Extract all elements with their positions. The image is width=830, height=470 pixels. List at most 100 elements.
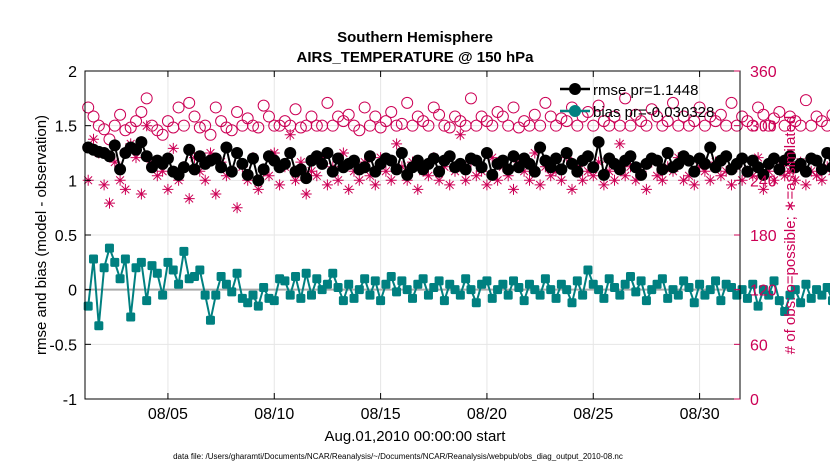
data-point: [209, 152, 222, 165]
data-point: [376, 296, 386, 306]
data-point: [115, 274, 125, 284]
data-point: [418, 274, 428, 284]
x-tick-label: 08/20: [467, 406, 507, 423]
data-point: [215, 161, 228, 174]
y-ticks-right: 0 60 120 180 240 300 360: [734, 64, 777, 409]
data-point: [296, 293, 306, 303]
data-point: [519, 296, 529, 306]
data-point: [205, 147, 216, 159]
data-point: [630, 174, 642, 186]
data-point: [142, 296, 152, 306]
data-point: [136, 257, 146, 267]
data-point: [704, 141, 717, 154]
data-point: [172, 101, 185, 114]
data-point: [370, 276, 380, 286]
data-point: [608, 110, 621, 123]
data-point: [689, 298, 699, 308]
data-point: [528, 165, 541, 178]
data-point: [571, 119, 584, 132]
data-point: [524, 174, 535, 186]
data-point: [546, 285, 556, 295]
data-point: [636, 276, 646, 286]
data-point: [764, 290, 774, 300]
data-point: [714, 108, 727, 121]
data-point: [98, 179, 110, 191]
data-point: [119, 183, 131, 195]
data-point: [688, 179, 700, 191]
data-point: [635, 168, 648, 181]
data-point: [757, 168, 770, 181]
data-point: [486, 168, 499, 181]
data-point: [204, 128, 217, 141]
legend-bias-marker: [569, 105, 581, 117]
data-point: [89, 254, 99, 264]
data-point: [726, 282, 736, 292]
data-point: [682, 154, 695, 167]
data-point: [236, 157, 249, 170]
data-point: [583, 265, 593, 275]
data-point: [578, 290, 588, 300]
x-axis-label: Aug.01,2010 00:00:00 start: [325, 428, 507, 445]
data-point: [502, 170, 514, 182]
data-point: [193, 121, 206, 134]
data-point: [593, 156, 605, 168]
data-point: [306, 165, 317, 177]
data-point: [385, 174, 397, 186]
data-point: [114, 174, 126, 186]
data-point: [528, 108, 541, 121]
data-point: [326, 165, 339, 178]
data-point: [433, 108, 446, 121]
data-point: [550, 152, 563, 165]
data-point: [262, 110, 275, 123]
data-point: [253, 301, 263, 311]
data-point: [322, 279, 332, 289]
data-point: [177, 119, 190, 132]
data-point: [587, 161, 600, 174]
data-point: [748, 279, 758, 289]
data-point: [433, 165, 446, 178]
data-point: [763, 165, 775, 177]
data-point: [349, 293, 359, 303]
series-bias: [83, 243, 830, 331]
data-point: [243, 298, 253, 308]
data-point: [486, 119, 499, 132]
data-point: [104, 197, 115, 209]
data-point: [592, 99, 605, 112]
data-point: [613, 163, 626, 176]
data-point: [427, 152, 440, 165]
data-point: [284, 129, 296, 141]
data-point: [268, 147, 280, 159]
data-point: [815, 163, 828, 176]
data-point: [311, 170, 323, 182]
data-point: [354, 285, 364, 295]
data-point: [109, 156, 121, 168]
data-point: [651, 154, 664, 167]
data-point: [603, 165, 615, 177]
data-point: [736, 174, 748, 186]
data-point: [411, 154, 424, 167]
data-point: [657, 274, 667, 284]
data-point: [475, 161, 488, 174]
data-point: [423, 290, 433, 300]
data-point: [498, 279, 508, 289]
data-point: [769, 276, 779, 286]
data-point: [348, 154, 361, 167]
data-point: [624, 150, 637, 163]
data-point: [161, 152, 174, 165]
data-point: [391, 138, 403, 150]
data-point: [560, 147, 573, 159]
data-point: [486, 152, 498, 164]
data-point: [247, 152, 260, 165]
data-point: [752, 101, 765, 114]
data-point: [614, 138, 626, 150]
data-point: [216, 272, 226, 282]
data-point: [231, 106, 244, 118]
data-point: [167, 142, 179, 154]
x-tick-label: 08/05: [148, 406, 188, 423]
data-point: [210, 188, 222, 200]
data-point: [624, 119, 637, 132]
data-point: [466, 285, 476, 295]
data-point: [695, 279, 705, 289]
data-point: [326, 119, 339, 132]
data-point: [300, 188, 312, 200]
